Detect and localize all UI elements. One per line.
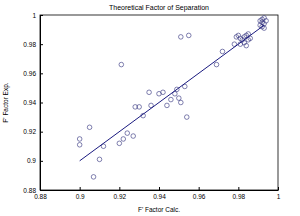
y-tick-label: 0.9 [27,157,36,164]
scatter-point [179,100,184,105]
y-tick: 0.98 [23,41,43,48]
x-tick-label: 0.98 [233,193,246,200]
scatter-point [220,49,225,54]
scatter-point [161,90,166,95]
scatter-point [121,137,126,142]
background [0,0,300,216]
x-axis: 0.88 0.9 0.92 0.94 0.96 0.98 1 [34,187,281,200]
y-tick-mark [40,15,43,16]
chart-container: 0.880.90.920.940.960.9810.880.90.920.940… [0,0,300,216]
scatter-point [165,103,170,108]
x-tick-label: 0.88 [34,193,47,200]
y-tick-label: 0.94 [23,99,36,106]
y-tick-mark [40,132,43,133]
x-tick: 0.98 [233,187,246,200]
scatter-point [186,33,191,38]
y-tick-mark [40,73,43,74]
y-tick-label: 0.96 [23,70,36,77]
scatter-point [87,125,92,130]
scatter-point [125,131,130,136]
x-tick: 0.92 [114,187,127,200]
y-tick: 1 [32,12,43,19]
scatter-point [119,62,124,67]
scatter-point [97,157,102,162]
y-tick: 0.9 [27,157,43,164]
y-tick-mark [40,190,43,191]
y-tick: 0.92 [23,128,43,135]
scatter-point [179,35,184,40]
y-tick-label: 0.98 [23,41,36,48]
x-axis-line [41,190,279,191]
x-tick-mark [80,187,81,190]
x-tick: 0.9 [76,187,85,200]
y-tick: 0.94 [23,99,43,106]
plot-frame [40,15,278,190]
scatter-point [184,115,189,120]
scatter-point [77,137,82,142]
x-tick-label: 0.96 [193,193,206,200]
x-tick-mark [159,187,160,190]
y-axis-title: F' Factor Exp. [2,82,10,122]
x-tick: 1 [277,187,281,200]
scatter-point [117,141,122,146]
x-tick-mark [199,187,200,190]
y-tick: 0.88 [23,187,43,194]
chart-svg: 0.880.90.920.940.960.9810.880.90.920.940… [0,0,300,216]
y-tick-label: 1 [32,12,36,19]
scatter-point [244,43,249,48]
fit-line [80,25,264,161]
scatter-point [214,62,219,67]
scatter-point [137,105,142,110]
x-tick-mark [119,187,120,190]
x-tick: 0.94 [153,187,166,200]
y-tick-label: 0.92 [23,128,36,135]
y-tick-mark [40,161,43,162]
x-tick-label: 0.94 [153,193,166,200]
scatter-point [169,97,174,102]
scatter-point [177,96,182,101]
x-tick: 0.96 [193,187,206,200]
x-tick-mark [238,187,239,190]
scatter-point [77,142,82,147]
y-tick-mark [40,103,43,104]
y-axis: 0.88 0.9 0.92 0.94 0.96 0.98 1 [23,12,43,194]
y-tick-label: 0.88 [23,187,36,194]
x-tick-label: 0.9 [76,193,85,200]
x-tick-label: 1 [277,193,281,200]
marks [77,16,268,180]
x-tick-label: 0.92 [114,193,127,200]
y-tick-mark [40,44,43,45]
scatter-point [147,90,152,95]
x-tick-mark [278,187,279,190]
title: Theoretical Factor of Separation [109,4,209,12]
scatter-point [91,175,96,180]
x-axis-title: F' Factor Calc. [138,206,180,213]
y-tick: 0.96 [23,70,43,77]
scatter-point [131,134,136,139]
scatter-point [264,19,269,24]
